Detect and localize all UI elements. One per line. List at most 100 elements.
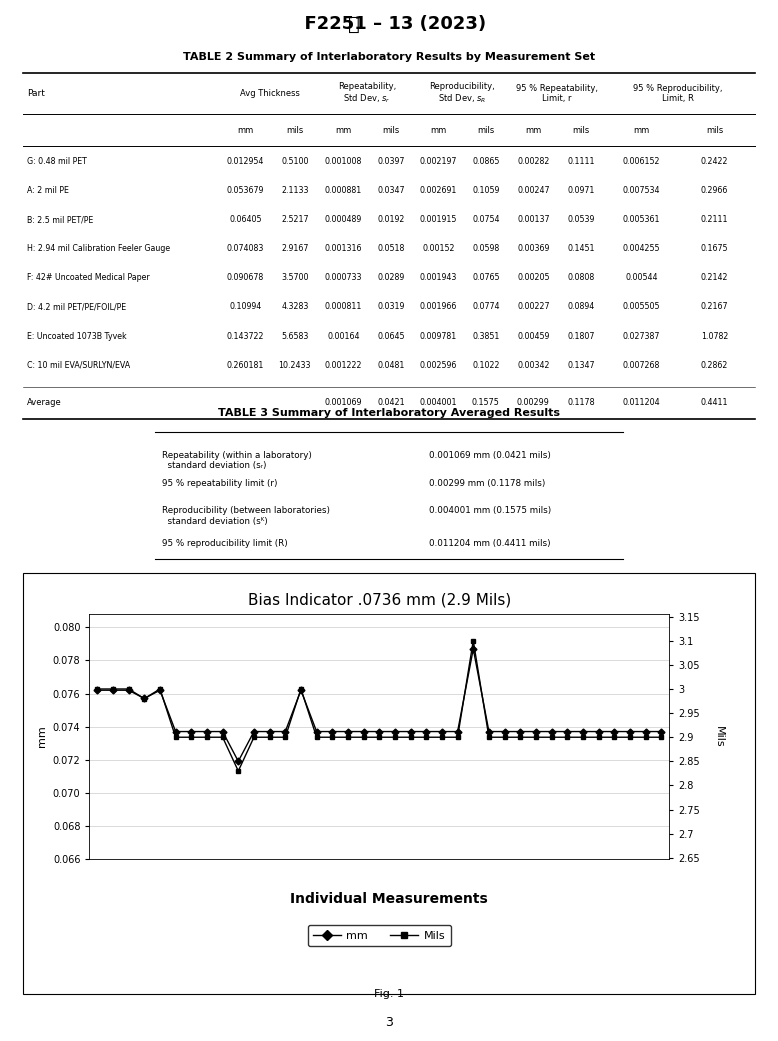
Text: 0.1178: 0.1178 [567, 399, 595, 407]
Text: F: 42# Uncoated Medical Paper: F: 42# Uncoated Medical Paper [27, 274, 149, 282]
Text: H: 2.94 mil Calibration Feeler Gauge: H: 2.94 mil Calibration Feeler Gauge [27, 245, 170, 253]
Text: 0.0481: 0.0481 [377, 360, 405, 370]
Text: mm: mm [633, 126, 650, 134]
Text: 0.00369: 0.00369 [517, 245, 549, 253]
Text: 0.0539: 0.0539 [567, 215, 594, 225]
Text: 0.000733: 0.000733 [324, 274, 362, 282]
Text: 0.0971: 0.0971 [567, 186, 594, 196]
Text: 0.000811: 0.000811 [324, 303, 362, 311]
Text: 0.1807: 0.1807 [567, 331, 594, 340]
Text: 0.001069 mm (0.0421 mils): 0.001069 mm (0.0421 mils) [429, 451, 551, 459]
Text: 0.007268: 0.007268 [622, 360, 660, 370]
Y-axis label: Mils: Mils [713, 726, 724, 747]
Text: mm: mm [525, 126, 541, 134]
Text: 0.5100: 0.5100 [281, 157, 309, 167]
Text: 0.2966: 0.2966 [701, 186, 728, 196]
Text: 0.1347: 0.1347 [567, 360, 594, 370]
Text: 95 % Repeatability,
Limit, r: 95 % Repeatability, Limit, r [517, 84, 598, 103]
Text: 0.2142: 0.2142 [701, 274, 728, 282]
Text: 2.1133: 2.1133 [281, 186, 309, 196]
Text: mils: mils [286, 126, 303, 134]
Text: 0.0518: 0.0518 [377, 245, 405, 253]
Text: 0.00205: 0.00205 [517, 274, 550, 282]
Text: 0.00152: 0.00152 [422, 245, 454, 253]
Text: 0.001915: 0.001915 [419, 215, 457, 225]
Text: 0.0894: 0.0894 [567, 303, 594, 311]
Text: 95 % reproducibility limit (R): 95 % reproducibility limit (R) [163, 538, 288, 548]
Text: Individual Measurements: Individual Measurements [290, 892, 488, 907]
Text: 0.012954: 0.012954 [227, 157, 265, 167]
Text: mm: mm [335, 126, 352, 134]
Text: 0.1059: 0.1059 [472, 186, 499, 196]
Text: 0.00459: 0.00459 [517, 331, 549, 340]
Text: 0.0347: 0.0347 [377, 186, 405, 196]
Text: Repeatability,
Std Dev, $s_r$: Repeatability, Std Dev, $s_r$ [338, 82, 396, 105]
Text: 0.001222: 0.001222 [324, 360, 362, 370]
Text: E: Uncoated 1073B Tyvek: E: Uncoated 1073B Tyvek [27, 331, 127, 340]
Text: 0.0765: 0.0765 [472, 274, 499, 282]
Text: 0.10994: 0.10994 [230, 303, 261, 311]
Legend: mm, Mils: mm, Mils [307, 925, 451, 946]
Text: 0.0865: 0.0865 [472, 157, 499, 167]
Text: 0.1111: 0.1111 [567, 157, 594, 167]
Text: 0.0319: 0.0319 [377, 303, 405, 311]
Text: Part: Part [27, 90, 45, 98]
Text: 0.002691: 0.002691 [419, 186, 457, 196]
Text: 0.3851: 0.3851 [472, 331, 499, 340]
Text: 95 % repeatability limit (r): 95 % repeatability limit (r) [163, 479, 278, 488]
Text: mils: mils [382, 126, 399, 134]
Text: 0.1451: 0.1451 [567, 245, 594, 253]
Text: 0.2422: 0.2422 [701, 157, 728, 167]
Text: mils: mils [573, 126, 590, 134]
Text: 0.1022: 0.1022 [472, 360, 499, 370]
Text: 0.009781: 0.009781 [420, 331, 457, 340]
Text: 4.3283: 4.3283 [281, 303, 309, 311]
Text: 0.143722: 0.143722 [226, 331, 265, 340]
Y-axis label: mm: mm [37, 726, 47, 747]
Text: 0.1675: 0.1675 [701, 245, 728, 253]
Text: 0.00342: 0.00342 [517, 360, 550, 370]
Text: 0.00544: 0.00544 [625, 274, 657, 282]
Text: 0.00299 mm (0.1178 mils): 0.00299 mm (0.1178 mils) [429, 479, 545, 488]
Text: 0.2862: 0.2862 [701, 360, 728, 370]
Text: mm: mm [237, 126, 254, 134]
Text: 0.0289: 0.0289 [377, 274, 405, 282]
Text: mils: mils [477, 126, 495, 134]
Text: 95 % Reproducibility,
Limit, R: 95 % Reproducibility, Limit, R [633, 84, 723, 103]
Text: B: 2.5 mil PET/PE: B: 2.5 mil PET/PE [27, 215, 93, 225]
Text: 0.001316: 0.001316 [324, 245, 362, 253]
Text: 0.090678: 0.090678 [227, 274, 264, 282]
Text: 2.9167: 2.9167 [281, 245, 309, 253]
Text: A: 2 mil PE: A: 2 mil PE [27, 186, 69, 196]
Text: 0.0397: 0.0397 [377, 157, 405, 167]
Text: 0.1575: 0.1575 [472, 399, 499, 407]
Text: 0.006152: 0.006152 [622, 157, 660, 167]
Text: 0.027387: 0.027387 [622, 331, 660, 340]
Text: Repeatability (within a laboratory)
  standard deviation (sᵣ): Repeatability (within a laboratory) stan… [163, 451, 312, 469]
Text: 0.06405: 0.06405 [230, 215, 261, 225]
Text: TABLE 3 Summary of Interlaboratory Averaged Results: TABLE 3 Summary of Interlaboratory Avera… [218, 408, 560, 417]
Text: Average: Average [27, 399, 61, 407]
Text: 0.074083: 0.074083 [227, 245, 265, 253]
Text: 0.005361: 0.005361 [622, 215, 660, 225]
Text: ⦾: ⦾ [348, 15, 360, 34]
Text: TABLE 2 Summary of Interlaboratory Results by Measurement Set: TABLE 2 Summary of Interlaboratory Resul… [183, 52, 595, 62]
Text: 0.00227: 0.00227 [517, 303, 550, 311]
Text: 0.002197: 0.002197 [419, 157, 457, 167]
Text: 0.0754: 0.0754 [472, 215, 499, 225]
Text: 0.004001 mm (0.1575 mils): 0.004001 mm (0.1575 mils) [429, 507, 552, 515]
Text: 0.011204: 0.011204 [622, 399, 660, 407]
Text: 0.004255: 0.004255 [622, 245, 660, 253]
Text: 0.001943: 0.001943 [419, 274, 457, 282]
Text: 0.005505: 0.005505 [622, 303, 660, 311]
Text: 3.5700: 3.5700 [281, 274, 309, 282]
Text: 5.6583: 5.6583 [281, 331, 309, 340]
Text: 0.011204 mm (0.4411 mils): 0.011204 mm (0.4411 mils) [429, 538, 551, 548]
Text: 0.00282: 0.00282 [517, 157, 549, 167]
Text: F2251 – 13 (2023): F2251 – 13 (2023) [292, 16, 486, 33]
Text: 0.000881: 0.000881 [324, 186, 362, 196]
Text: 0.0774: 0.0774 [472, 303, 499, 311]
Text: 0.053679: 0.053679 [227, 186, 265, 196]
Text: mils: mils [706, 126, 723, 134]
Text: D: 4.2 mil PET/PE/FOIL/PE: D: 4.2 mil PET/PE/FOIL/PE [27, 303, 126, 311]
